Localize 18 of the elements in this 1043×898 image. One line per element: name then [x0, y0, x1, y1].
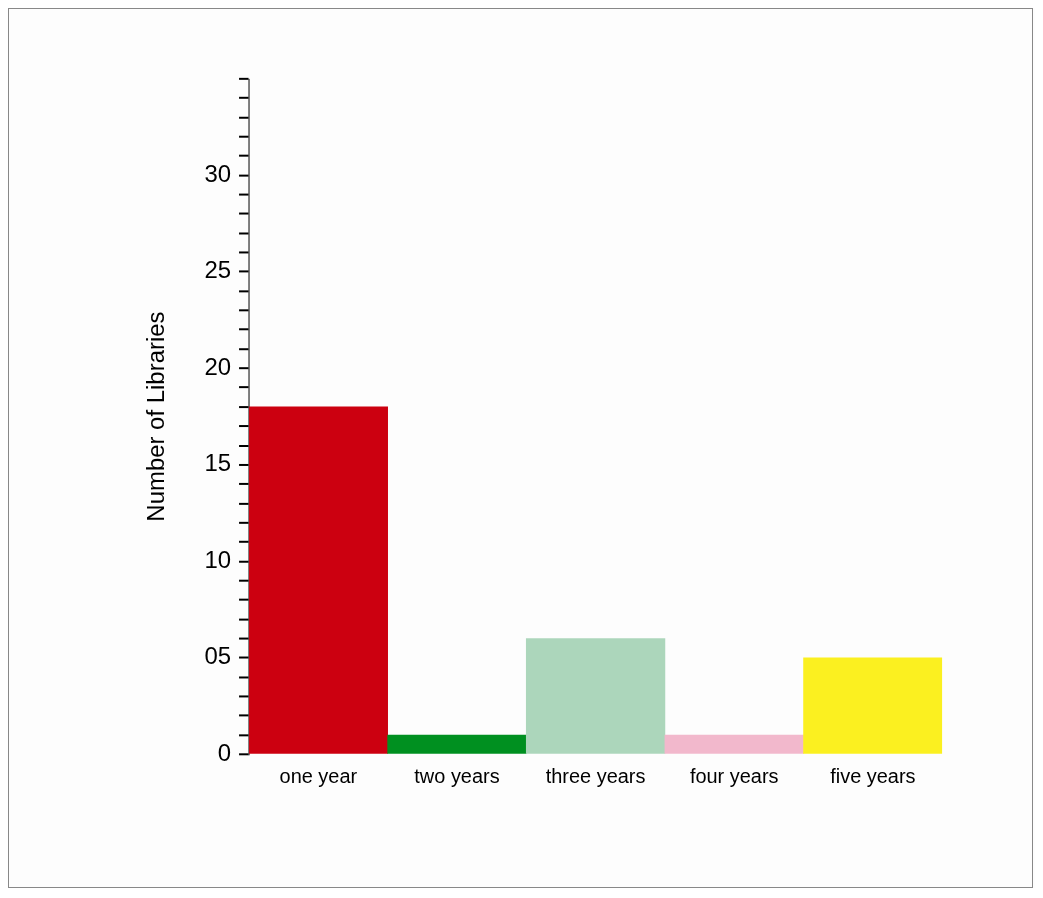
y-tick-label: 15 — [204, 449, 232, 477]
x-tick-label: two years — [414, 764, 500, 787]
bar — [387, 734, 527, 754]
y-tick-label: 20 — [204, 352, 232, 380]
y-tick-label: 05 — [204, 642, 232, 670]
bar — [803, 657, 943, 754]
bar — [249, 406, 388, 754]
x-tick-label: four years — [689, 764, 779, 787]
y-tick-label: 0 — [217, 738, 232, 766]
x-tick-label: three years — [545, 764, 646, 787]
bar — [664, 734, 804, 754]
bar — [525, 638, 666, 754]
x-tick-label: five years — [830, 764, 916, 787]
y-tick-label: 30 — [204, 159, 232, 187]
y-tick-label: 10 — [204, 545, 232, 573]
y-tick-label: 25 — [204, 256, 232, 284]
y-axis-title: Number of Libraries — [141, 311, 169, 522]
x-tick-label: one year — [279, 764, 358, 787]
